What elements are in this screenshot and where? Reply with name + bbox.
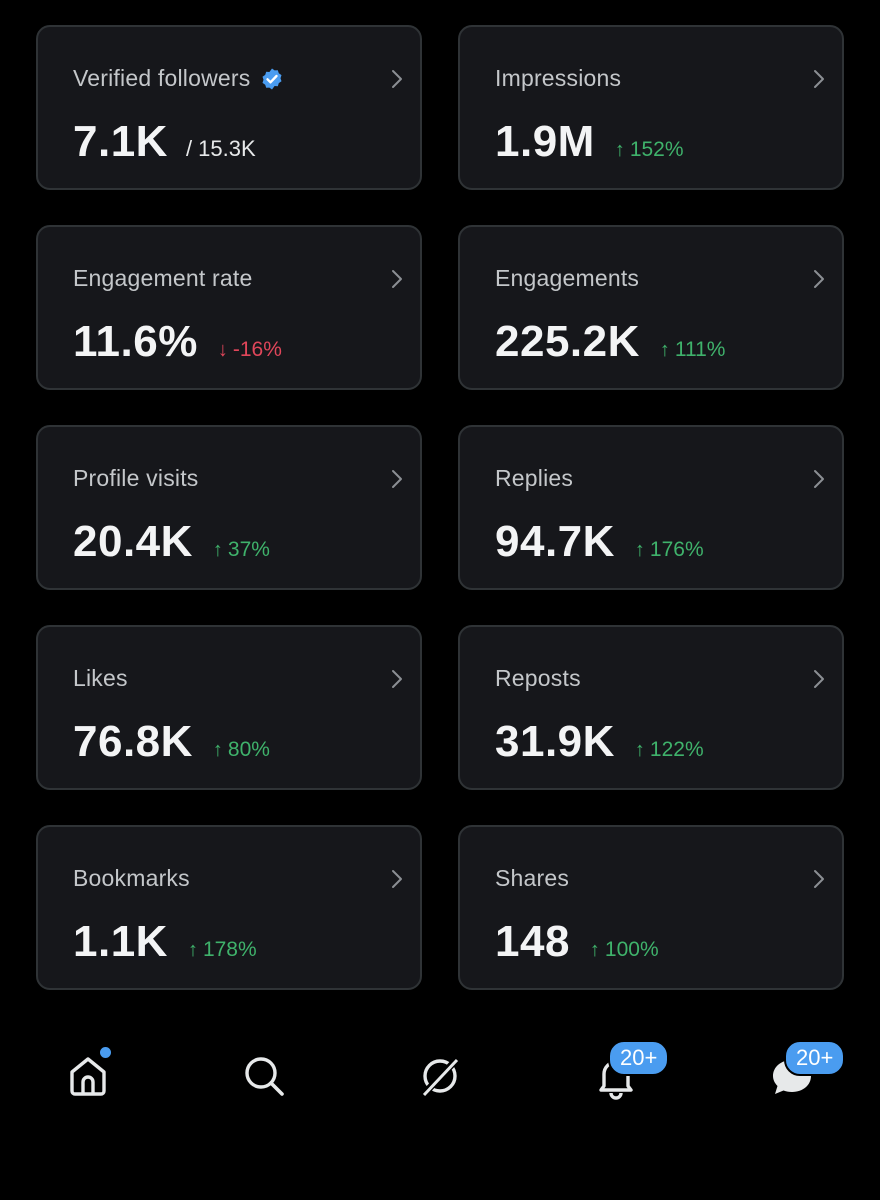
card-label: Impressions bbox=[495, 65, 622, 91]
arrow-up-icon: ↑ bbox=[614, 139, 625, 161]
nav-messages[interactable]: 20+ bbox=[762, 1040, 846, 1106]
card-shares[interactable]: Shares 148 ↑ 100% bbox=[458, 825, 844, 990]
value-row: 1.1K ↑ 178% bbox=[73, 917, 257, 967]
value-row: 7.1K / 15.3K bbox=[73, 117, 256, 167]
arrow-down-icon: ↓ bbox=[217, 339, 228, 361]
delta-badge: ↑ 37% bbox=[213, 538, 270, 562]
delta-value: 176% bbox=[649, 538, 704, 561]
delta-badge: ↑ 80% bbox=[213, 738, 270, 762]
card-label: Likes bbox=[73, 665, 128, 691]
grok-icon bbox=[419, 1055, 461, 1099]
chevron-right-icon bbox=[392, 870, 402, 888]
card-value: 20.4K bbox=[73, 517, 193, 566]
card-value: 11.6% bbox=[73, 317, 198, 366]
card-value: 1.9M bbox=[495, 117, 595, 166]
card-verified-followers[interactable]: Verified followers 7.1K / 15.3K bbox=[36, 25, 422, 190]
card-value: 148 bbox=[495, 917, 570, 966]
nav-notifications[interactable]: 20+ bbox=[586, 1040, 670, 1106]
search-icon bbox=[245, 1057, 284, 1096]
delta-value: 178% bbox=[202, 938, 257, 961]
value-row: 76.8K ↑ 80% bbox=[73, 717, 270, 767]
card-reposts[interactable]: Reposts 31.9K ↑ 122% bbox=[458, 625, 844, 790]
chevron-right-icon bbox=[814, 470, 824, 488]
value-row: 1.9M ↑ 152% bbox=[495, 117, 684, 167]
notifications-badge: 20+ bbox=[608, 1040, 670, 1076]
card-replies[interactable]: Replies 94.7K ↑ 176% bbox=[458, 425, 844, 590]
delta-badge: ↑ 111% bbox=[660, 338, 726, 362]
chevron-right-icon bbox=[392, 70, 402, 88]
card-profile-visits[interactable]: Profile visits 20.4K ↑ 37% bbox=[36, 425, 422, 590]
delta-value: 152% bbox=[629, 138, 684, 161]
arrow-up-icon: ↑ bbox=[187, 939, 198, 961]
value-row: 31.9K ↑ 122% bbox=[495, 717, 704, 767]
card-label: Verified followers bbox=[73, 65, 251, 91]
value-row: 20.4K ↑ 37% bbox=[73, 517, 270, 567]
card-label: Profile visits bbox=[73, 465, 199, 491]
chevron-right-icon bbox=[392, 270, 402, 288]
card-impressions[interactable]: Impressions 1.9M ↑ 152% bbox=[458, 25, 844, 190]
delta-badge: ↑ 178% bbox=[188, 938, 257, 962]
delta-badge: ↓ -16% bbox=[218, 338, 282, 362]
card-value: 225.2K bbox=[495, 317, 640, 366]
card-engagement-rate[interactable]: Engagement rate 11.6% ↓ -16% bbox=[36, 225, 422, 390]
card-label: Bookmarks bbox=[73, 865, 190, 891]
arrow-up-icon: ↑ bbox=[659, 339, 670, 361]
chevron-right-icon bbox=[392, 470, 402, 488]
card-bookmarks[interactable]: Bookmarks 1.1K ↑ 178% bbox=[36, 825, 422, 990]
card-total: / 15.3K bbox=[185, 136, 256, 161]
value-row: 11.6% ↓ -16% bbox=[73, 317, 282, 367]
delta-value: 80% bbox=[227, 738, 270, 761]
card-value: 1.1K bbox=[73, 917, 168, 966]
card-value: 31.9K bbox=[495, 717, 615, 766]
chevron-right-icon bbox=[814, 70, 824, 88]
card-label: Shares bbox=[495, 865, 570, 891]
card-label: Replies bbox=[495, 465, 574, 491]
card-label: Engagement rate bbox=[73, 265, 253, 291]
delta-value: 111% bbox=[674, 338, 726, 361]
chevron-right-icon bbox=[814, 670, 824, 688]
nav-home[interactable] bbox=[58, 1046, 118, 1106]
card-label: Engagements bbox=[495, 265, 640, 291]
delta-value: 100% bbox=[604, 938, 659, 961]
arrow-up-icon: ↑ bbox=[212, 539, 223, 561]
delta-badge: ↑ 152% bbox=[615, 138, 684, 162]
delta-badge: ↑ 122% bbox=[635, 738, 704, 762]
delta-value: -16% bbox=[232, 338, 282, 361]
delta-badge: ↑ 176% bbox=[635, 538, 704, 562]
nav-grok[interactable] bbox=[410, 1046, 470, 1106]
card-engagements[interactable]: Engagements 225.2K ↑ 111% bbox=[458, 225, 844, 390]
value-row: 94.7K ↑ 176% bbox=[495, 517, 704, 567]
delta-value: 37% bbox=[227, 538, 270, 561]
card-value: 76.8K bbox=[73, 717, 193, 766]
delta-badge: ↑ 100% bbox=[590, 938, 659, 962]
card-label-wrap: Verified followers bbox=[73, 65, 284, 92]
messages-badge: 20+ bbox=[784, 1040, 846, 1076]
chevron-right-icon bbox=[392, 670, 402, 688]
nav-search[interactable] bbox=[234, 1046, 294, 1106]
chevron-right-icon bbox=[814, 870, 824, 888]
value-row: 225.2K ↑ 111% bbox=[495, 317, 725, 367]
chevron-right-icon bbox=[814, 270, 824, 288]
arrow-up-icon: ↑ bbox=[212, 739, 223, 761]
arrow-up-icon: ↑ bbox=[589, 939, 600, 961]
analytics-grid: Verified followers 7.1K / 15.3K Impressi… bbox=[36, 25, 844, 990]
card-value: 7.1K bbox=[73, 117, 168, 166]
arrow-up-icon: ↑ bbox=[634, 739, 645, 761]
arrow-up-icon: ↑ bbox=[634, 539, 645, 561]
home-icon bbox=[70, 1057, 106, 1096]
card-value: 94.7K bbox=[495, 517, 615, 566]
delta-value: 122% bbox=[649, 738, 704, 761]
new-content-dot bbox=[99, 1046, 112, 1059]
value-row: 148 ↑ 100% bbox=[495, 917, 659, 967]
card-label: Reposts bbox=[495, 665, 581, 691]
bottom-nav: 20+ 20+ bbox=[0, 1030, 880, 1120]
verified-badge-icon bbox=[260, 67, 284, 91]
card-likes[interactable]: Likes 76.8K ↑ 80% bbox=[36, 625, 422, 790]
